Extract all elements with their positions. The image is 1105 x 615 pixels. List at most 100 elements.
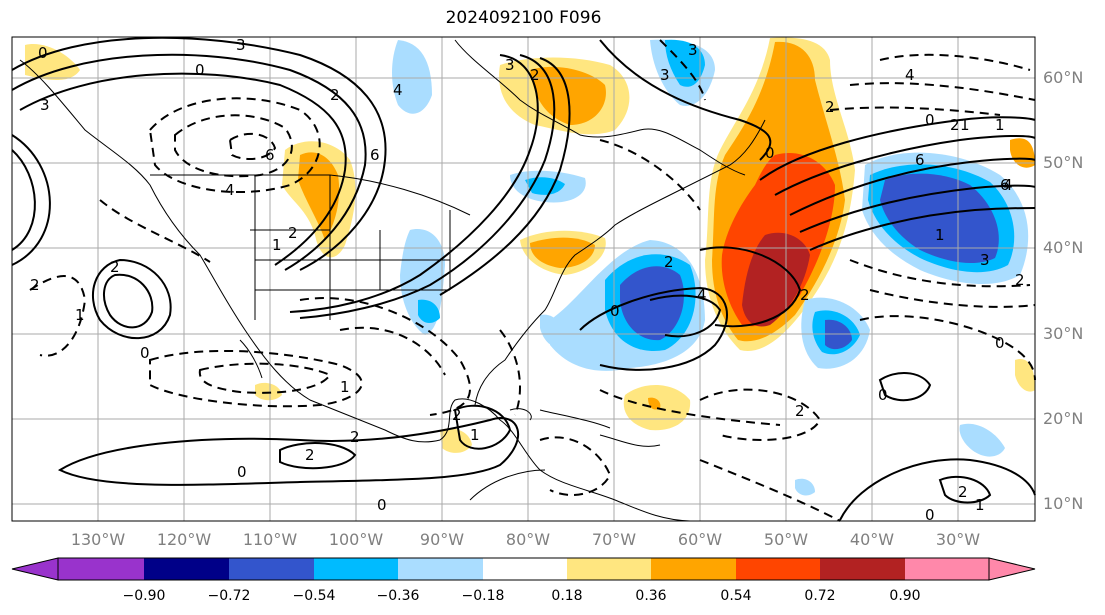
contour-line	[11, 53, 367, 271]
contour-line	[699, 459, 841, 522]
contour-line	[11, 36, 387, 271]
lon-tick-label: 110°W	[243, 530, 298, 549]
latitude-axis: 60°N 50°N 40°N 30°N 20°N 10°N	[1043, 68, 1083, 513]
colorbar-segment	[736, 558, 820, 580]
contour-line	[599, 39, 772, 161]
contour-line	[759, 116, 1036, 181]
contour-line	[659, 39, 706, 101]
lon-tick-label: 30°W	[936, 530, 980, 549]
contour-labels: 3 0 0 3 3 4 6 6 6 4 2 2 1 2 1 0 1 2 2 0 …	[30, 36, 1025, 524]
lon-tick-label: 120°W	[157, 530, 212, 549]
colorbar-segment	[567, 558, 651, 580]
colorbar-label: −0.90	[123, 588, 166, 604]
contour-label: 3	[505, 56, 515, 74]
contour-label: 2	[1015, 271, 1025, 289]
anomaly-blob	[1010, 138, 1035, 168]
colorbar-extend-low	[11, 557, 59, 581]
coastlines	[19, 39, 766, 522]
contour-label: 2	[110, 258, 120, 276]
contour-line	[859, 315, 1036, 381]
contour-label: 6	[265, 146, 275, 164]
contour-label: 0	[195, 61, 205, 79]
contour-label: 2	[950, 116, 960, 134]
lat-tick-label: 60°N	[1043, 68, 1083, 87]
contour-label: 0	[237, 463, 247, 481]
contour-label: 3	[660, 66, 670, 84]
contour-label: 4	[905, 66, 915, 84]
contour-label: 1	[995, 116, 1005, 134]
contour-line	[809, 207, 1036, 251]
colorbar-frame	[57, 557, 990, 581]
contour-label: 0	[995, 334, 1005, 352]
contour-line	[149, 349, 363, 408]
colorbar-segment	[651, 558, 736, 580]
lon-tick-label: 100°W	[329, 530, 384, 549]
contour-label: 2	[30, 276, 40, 294]
anomaly-blob	[530, 237, 595, 268]
lat-tick-label: 40°N	[1043, 238, 1083, 257]
contour-label: 2	[305, 446, 315, 464]
colorbar-label: −0.72	[208, 588, 251, 604]
contour-label: 3	[980, 251, 990, 269]
anomaly-blob	[440, 428, 472, 453]
colorbar-label: 0.72	[804, 588, 835, 604]
contour-label: 0	[140, 344, 150, 362]
contours	[11, 36, 1036, 521]
contour-label: 1	[75, 306, 85, 324]
contour-label: 0	[925, 111, 935, 129]
contour-line	[299, 297, 471, 416]
contour-label: 0	[925, 506, 935, 524]
contour-label: 3	[236, 36, 246, 54]
contour-label: 2	[350, 428, 360, 446]
anomaly-blob	[665, 39, 705, 87]
contour-line	[878, 372, 932, 402]
contour-line	[879, 53, 1031, 71]
contour-line	[599, 139, 701, 211]
contour-label: 0	[377, 496, 387, 514]
lon-tick-label: 130°W	[71, 530, 126, 549]
contour-line	[299, 54, 556, 319]
colorbar-label: −0.36	[377, 588, 420, 604]
lon-tick-label: 70°W	[592, 530, 636, 549]
colorbar-label: −0.54	[293, 588, 336, 604]
lon-tick-label: 50°W	[764, 530, 808, 549]
contour-line	[789, 157, 1036, 216]
anomaly-blob	[25, 44, 80, 80]
contour-line	[453, 404, 512, 450]
contour-label: 0	[765, 144, 775, 162]
anomaly-blob	[742, 232, 810, 327]
colorbar-segment	[820, 558, 905, 580]
contour-label: 2	[530, 66, 540, 84]
anomaly-blob	[1015, 359, 1035, 392]
contour-line	[579, 286, 728, 371]
map-title: 2024092100 F096	[445, 8, 602, 28]
contour-label: 1	[975, 496, 985, 514]
contour-line	[198, 362, 332, 394]
contour-line	[339, 326, 446, 376]
contour-line	[774, 134, 1036, 196]
contour-label: 1	[960, 116, 970, 134]
contour-label: 2	[664, 253, 674, 271]
contour-label: 4	[393, 81, 403, 99]
contour-label: 4	[697, 286, 707, 304]
colorbar: −0.90 −0.72 −0.54 −0.36 −0.18 0.18 0.36 …	[11, 557, 1036, 604]
contour-line	[103, 273, 154, 329]
longitude-axis: 130°W 120°W 110°W 100°W 90°W 80°W 70°W 6…	[71, 530, 980, 549]
contour-line	[849, 82, 1036, 101]
anomaly-blob	[648, 397, 661, 410]
contour-line	[99, 199, 211, 263]
contour-line	[699, 388, 822, 441]
contour-line	[869, 289, 1036, 308]
anomaly-blob	[418, 299, 440, 324]
lat-tick-label: 30°N	[1043, 324, 1083, 343]
contour-label: 1	[272, 236, 282, 254]
anomaly-blob	[255, 382, 282, 401]
colorbar-segment	[229, 558, 314, 580]
colorbar-segment	[314, 558, 398, 580]
contour-line	[174, 114, 293, 178]
contour-line	[11, 134, 51, 266]
contour-label: 1	[935, 226, 945, 244]
contour-label: 6	[370, 146, 380, 164]
colorbar-segment	[398, 558, 483, 580]
